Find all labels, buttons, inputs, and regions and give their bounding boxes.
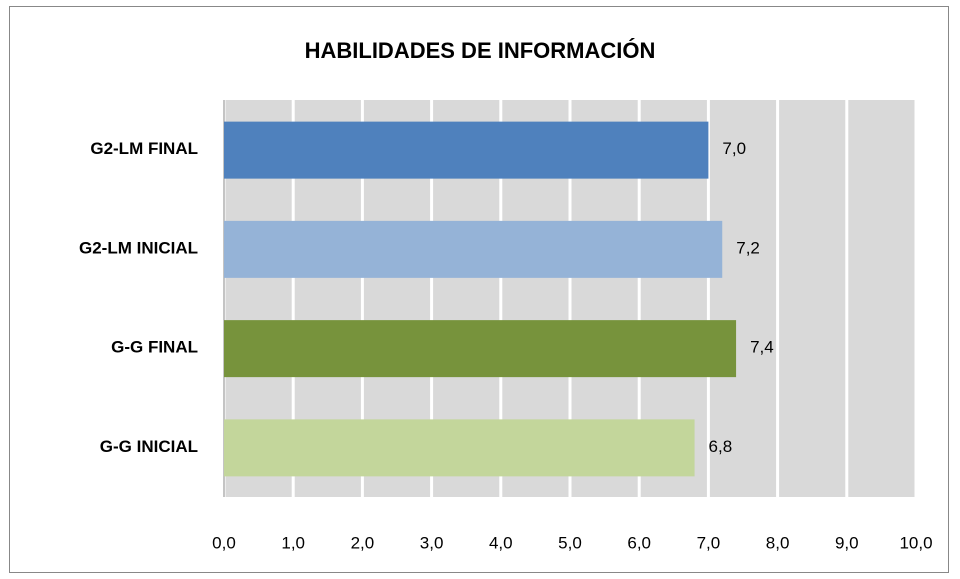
bar — [224, 320, 737, 378]
value-label: 7,2 — [736, 238, 760, 257]
x-tick-label: 4,0 — [489, 533, 513, 552]
x-tick-label: 8,0 — [766, 533, 790, 552]
x-tick-label: 2,0 — [351, 533, 375, 552]
y-tick-label: G-G INICIAL — [100, 437, 198, 456]
x-tick-label: 6,0 — [627, 533, 651, 552]
x-tick-label: 7,0 — [697, 533, 721, 552]
x-tick-label: 1,0 — [281, 533, 305, 552]
value-label: 6,8 — [709, 437, 733, 456]
x-tick-label: 0,0 — [212, 533, 236, 552]
x-tick-label: 9,0 — [835, 533, 859, 552]
y-tick-label: G2-LM FINAL — [90, 139, 198, 158]
x-tick-label: 5,0 — [558, 533, 582, 552]
y-tick-label: G-G FINAL — [111, 338, 198, 357]
x-tick-label: 10,0 — [899, 533, 932, 552]
bar — [224, 419, 695, 477]
x-tick-label: 3,0 — [420, 533, 444, 552]
bar — [224, 121, 709, 179]
value-label: 7,4 — [750, 338, 774, 357]
value-label: 7,0 — [722, 139, 746, 158]
y-tick-label: G2-LM INICIAL — [79, 238, 198, 257]
chart-title: HABILIDADES DE INFORMACIÓN — [305, 38, 656, 63]
bar — [224, 220, 723, 278]
